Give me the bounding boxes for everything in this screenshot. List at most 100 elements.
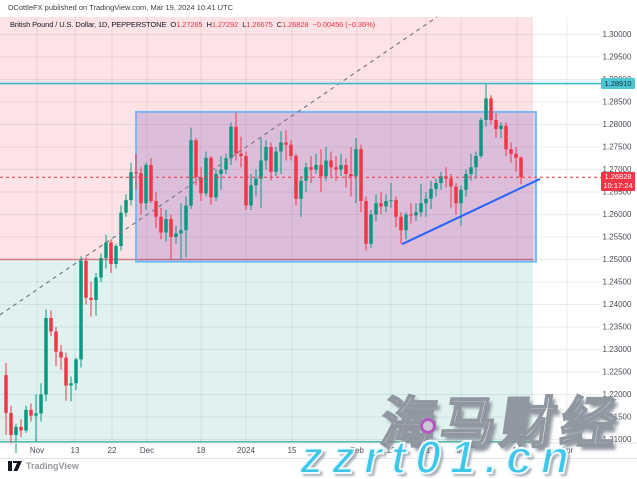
candle xyxy=(424,191,428,217)
candle xyxy=(104,234,108,269)
candle xyxy=(374,194,378,222)
candle xyxy=(279,131,283,174)
candle xyxy=(194,138,198,186)
candle xyxy=(309,156,313,183)
candle xyxy=(284,130,288,161)
candle xyxy=(354,138,358,204)
price-tick-label: 1.30000 xyxy=(603,30,632,39)
time-tick-label: Mar xyxy=(454,446,468,455)
candle xyxy=(149,158,153,204)
symbol-title: British Pound / U.S. Dollar, 1D, PEPPERS… xyxy=(10,20,167,29)
candle xyxy=(19,419,23,438)
price-tick-label: 1.27500 xyxy=(603,143,632,152)
candle xyxy=(59,344,63,370)
candle xyxy=(169,214,173,260)
ohlc-low-label: L xyxy=(242,20,247,29)
price-tick-label: 1.24000 xyxy=(603,300,632,309)
time-tick-label: Feb xyxy=(350,446,364,455)
price-tick-label: 1.28000 xyxy=(603,120,632,129)
tradingview-logo-icon[interactable] xyxy=(8,461,22,471)
watermark-emblem-icon xyxy=(420,418,436,434)
candle xyxy=(189,127,193,210)
candle xyxy=(414,203,418,222)
candle xyxy=(394,196,398,228)
candle xyxy=(184,196,188,258)
candle xyxy=(289,140,293,161)
time-tick-label: 2024 xyxy=(237,446,255,455)
candle xyxy=(64,352,68,401)
candle xyxy=(434,178,438,197)
time-tick-label: 15 xyxy=(288,446,297,455)
candle xyxy=(209,156,213,205)
current-price-value: 1.26828 xyxy=(604,172,632,181)
ohlc-low-value: 1.26675 xyxy=(246,20,273,29)
ohlc-open-label: O xyxy=(170,20,177,29)
candle xyxy=(49,310,53,336)
watermark-site-url: zzrt01.cn xyxy=(299,430,578,479)
price-tick-label: 1.26500 xyxy=(603,187,632,196)
tradingview-logo-text[interactable]: TradingView xyxy=(26,461,79,471)
time-tick-label: 21 xyxy=(422,446,431,455)
candle xyxy=(119,205,123,251)
candle xyxy=(94,272,98,316)
alert-price-value: 1.28910 xyxy=(604,79,632,88)
candle xyxy=(479,117,483,159)
candle xyxy=(239,136,243,168)
ohlc-close-value: 1.26828 xyxy=(282,20,309,29)
long-term-trendline xyxy=(0,16,438,316)
price-tick-label: 1.25000 xyxy=(603,255,632,264)
candle xyxy=(229,122,233,165)
candle xyxy=(439,171,443,190)
candle xyxy=(324,147,328,181)
candle xyxy=(144,162,148,210)
candle xyxy=(509,142,513,163)
candle xyxy=(214,169,218,201)
time-tick-label: Nov xyxy=(30,446,44,455)
candle xyxy=(254,169,258,197)
candle xyxy=(449,173,453,208)
price-tick-label: 1.27000 xyxy=(603,165,632,174)
publish-info: DCottleFX published on TradingView.com, … xyxy=(8,3,233,12)
time-tick-label: 22 xyxy=(108,446,117,455)
current-price-badge: 1.26828 10:17:24 xyxy=(601,172,635,191)
candle xyxy=(269,142,273,181)
candle xyxy=(14,423,18,453)
rising-support-trendline xyxy=(401,178,541,246)
candle xyxy=(9,405,13,444)
candle xyxy=(519,156,523,185)
candle xyxy=(389,182,393,208)
time-tick-label: Dec xyxy=(140,446,154,455)
symbol-legend[interactable]: British Pound / U.S. Dollar, 1D, PEPPERS… xyxy=(10,20,375,29)
price-tick-label: 1.24500 xyxy=(603,277,632,286)
price-tick-label: 1.29500 xyxy=(603,53,632,62)
candle xyxy=(79,256,83,368)
candle xyxy=(499,122,503,139)
price-tick-label: 1.21500 xyxy=(603,412,632,421)
candle xyxy=(504,122,508,157)
candle xyxy=(139,167,143,215)
time-axis[interactable]: Nov 13 22 Dec 18 2024 15 Feb 12 21 Mar 18 Apr xyxy=(30,446,574,455)
candle xyxy=(454,182,458,215)
ohlc-high-value: 1.27292 xyxy=(211,20,239,29)
candle xyxy=(164,209,168,242)
price-axis[interactable]: 1.300001.295001.290001.285001.280001.275… xyxy=(603,30,632,444)
price-tick-label: 1.21000 xyxy=(603,435,632,444)
support-zone xyxy=(0,259,533,442)
bar-close-countdown: 10:17:24 xyxy=(603,180,633,190)
candle xyxy=(4,362,8,435)
candle xyxy=(334,156,338,181)
candle xyxy=(74,357,78,390)
price-tick-label: 1.23500 xyxy=(603,322,632,331)
candle xyxy=(514,147,518,172)
candle xyxy=(489,95,493,125)
candle xyxy=(419,183,423,217)
candle xyxy=(399,212,403,244)
alert-price-badge: 1.28910 xyxy=(601,78,635,89)
candle xyxy=(359,144,363,213)
candle xyxy=(459,185,463,226)
candle xyxy=(344,158,348,188)
candle xyxy=(244,151,248,210)
candle xyxy=(29,403,33,422)
